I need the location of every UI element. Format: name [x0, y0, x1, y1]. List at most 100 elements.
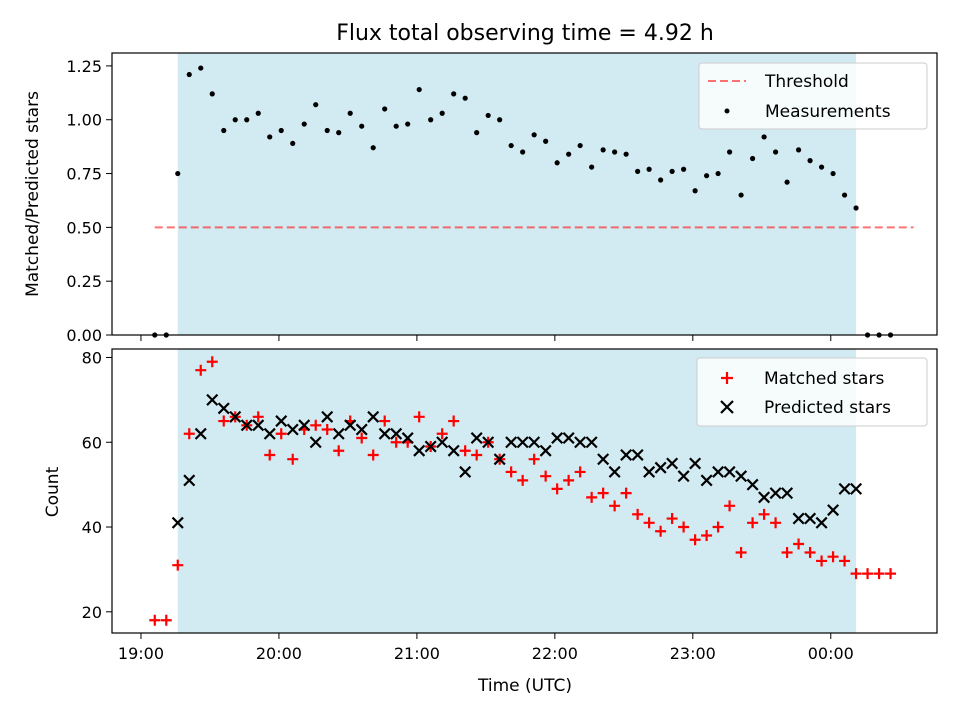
measurement-point [439, 110, 445, 116]
measurement-point [416, 86, 422, 93]
predicted-star-point [390, 427, 403, 440]
predicted-star-point [194, 427, 207, 440]
measurement-point [658, 177, 664, 183]
matched-star-point [333, 445, 345, 457]
matched-star-point [632, 508, 644, 520]
measurement-point [382, 106, 388, 112]
matched-star-point [724, 500, 736, 512]
predicted-star-point [608, 465, 621, 478]
measurement-point [324, 127, 330, 134]
predicted-star-point [539, 444, 552, 457]
bottom-y-tick-label: 20 [82, 603, 102, 622]
matched-star-point [862, 568, 874, 580]
measurement-point [497, 117, 503, 123]
measurement-point [830, 170, 836, 177]
measurement-point [704, 173, 710, 179]
predicted-star-point [597, 453, 610, 466]
predicted-star-point [712, 465, 725, 478]
predicted-star-point [309, 436, 322, 449]
measurement-point [795, 147, 802, 153]
matched-star-point [218, 415, 230, 427]
threshold-legend-label: Threshold [764, 72, 849, 92]
predicted-legend-label: Predicted stars [764, 398, 891, 418]
predicted-star-point [217, 402, 230, 415]
predicted-star-point [827, 504, 840, 517]
measurement-point [635, 168, 641, 174]
x-tick-label: 00:00 [808, 644, 854, 663]
matched-star-point [275, 428, 287, 440]
bottom-y-tick-label: 60 [82, 433, 102, 452]
matched-star-point [459, 445, 471, 457]
top-y-tick-label: 0.25 [66, 272, 102, 291]
matched-star-point [655, 525, 667, 537]
chart-title: Flux total observing time = 4.92 h [336, 21, 714, 46]
matched-star-point [471, 449, 483, 461]
bottom-plot-frame [111, 348, 938, 634]
predicted-star-point [436, 436, 449, 449]
matched-star-point [643, 517, 655, 529]
measurement-point [531, 132, 537, 138]
top-y-tick-label: 1.25 [66, 57, 102, 76]
matched-star-point [505, 466, 517, 478]
matched-star-point [551, 483, 563, 495]
matched-star-point [517, 474, 529, 486]
predicted-star-point [562, 432, 575, 445]
measurement-point [186, 71, 192, 78]
predicted-legend-swatch [720, 400, 734, 414]
x-tick-label: 21:00 [394, 644, 440, 663]
matched-star-point [160, 614, 172, 626]
measurement-point [520, 149, 526, 155]
measurement-point [175, 170, 181, 177]
matched-star-point [379, 415, 391, 427]
predicted-star-point [367, 410, 380, 423]
measurement-point [646, 166, 652, 172]
measurement-point [772, 149, 779, 155]
matched-star-point [850, 568, 862, 580]
measurement-point [853, 205, 859, 211]
predicted-star-point [620, 448, 633, 461]
predicted-star-point [723, 465, 736, 478]
matched-star-point [747, 517, 759, 529]
bottom-legend: Matched stars Predicted stars [696, 357, 928, 427]
measurement-point [313, 102, 319, 108]
x-tick-label: 23:00 [670, 644, 716, 663]
matched-star-point [195, 364, 207, 376]
measurement-point [600, 147, 606, 153]
matched-star-point [436, 428, 448, 440]
predicted-star-point [677, 470, 690, 483]
predicted-star-point [505, 436, 518, 449]
predicted-star-point [769, 487, 782, 500]
measurement-point [232, 117, 238, 123]
measurement-point [244, 117, 250, 123]
top-plot-frame [111, 52, 938, 336]
measurement-point [784, 179, 790, 185]
predicted-star-point [666, 457, 679, 470]
measurement-point [566, 151, 572, 157]
measurement-point [612, 149, 618, 155]
measurement-point [359, 123, 365, 129]
matched-star-point [287, 453, 299, 465]
predicted-star-point [574, 436, 587, 449]
predicted-star-point [850, 482, 863, 495]
measurement-point [267, 134, 273, 140]
predicted-star-point [263, 427, 276, 440]
measurement-point [807, 158, 813, 164]
predicted-star-point [344, 419, 357, 432]
predicted-star-point [321, 410, 334, 423]
predicted-star-point [240, 419, 253, 432]
predicted-star-point [585, 436, 598, 449]
measurement-point [669, 168, 675, 174]
x-tick-label: 19:00 [118, 644, 164, 663]
predicted-star-point [493, 453, 506, 466]
predicted-star-point [700, 474, 713, 487]
bottom-y-tick-label: 80 [82, 348, 102, 367]
top-legend: Threshold Measurements [698, 62, 928, 130]
predicted-star-point [171, 516, 184, 529]
matched-star-point [666, 513, 678, 525]
predicted-star-point [183, 474, 196, 487]
predicted-star-point [252, 419, 265, 432]
measurement-point [589, 164, 595, 170]
matched-star-point [390, 436, 402, 448]
measurement-point [818, 164, 825, 170]
